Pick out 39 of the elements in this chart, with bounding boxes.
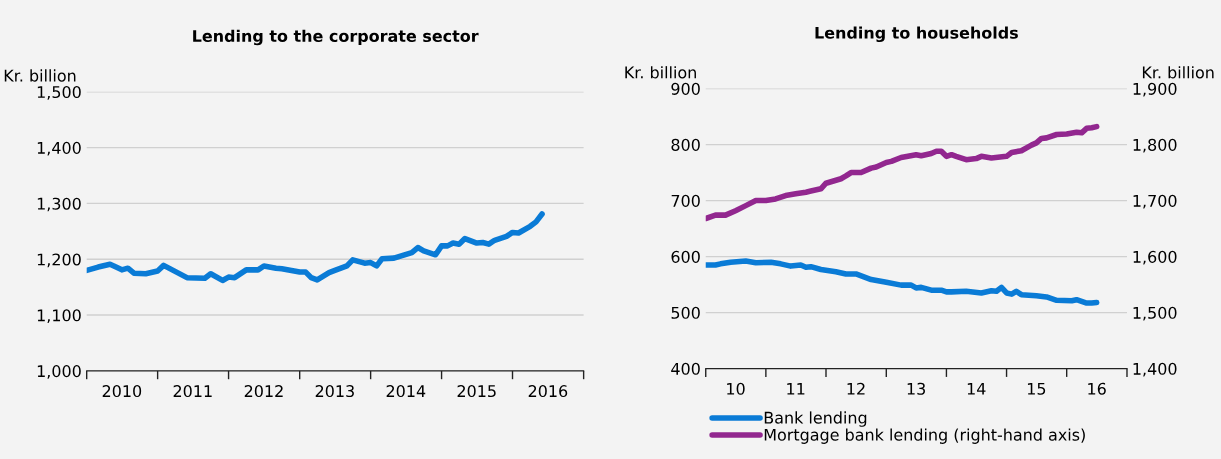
y2-axis-title: Kr. billion [1142, 66, 1214, 79]
x-tick-label: 2015 [457, 385, 496, 398]
x-tick-label: 11 [787, 382, 805, 395]
y-tick-label: 400 [671, 362, 700, 375]
x-tick-label: 16 [1088, 382, 1106, 395]
chart-title: Lending to households [815, 26, 1018, 43]
y-axis-title: Kr. billion [4, 69, 76, 82]
y2-tick-label: 1,500 [1133, 306, 1177, 321]
y-tick-label: 1,000 [37, 365, 81, 379]
y-tick-label: 600 [671, 250, 700, 263]
x-tick-label: 10 [727, 382, 745, 395]
y2-tick-label: 1,600 [1133, 250, 1177, 265]
x-tick-label: 2013 [315, 385, 354, 398]
y-tick-label: 700 [671, 194, 700, 207]
legend-label: Mortgage bank lending (right-hand axis) [764, 428, 1085, 444]
y-tick-label: 800 [671, 138, 700, 151]
y-tick-label: 500 [671, 306, 700, 319]
chart-title: Lending to the corporate sector [193, 29, 479, 46]
x-tick-label: 2012 [244, 385, 283, 398]
x-tick-label: 2010 [102, 385, 142, 398]
x-tick-label: 12 [847, 382, 865, 395]
y-tick-label: 900 [671, 82, 700, 95]
y-tick-label: 1,500 [37, 86, 81, 100]
y-axis-title: Kr. billion [625, 66, 696, 79]
x-tick-label: 14 [967, 382, 986, 395]
y-tick-label: 1,200 [37, 253, 81, 268]
y-tick-label: 1,100 [37, 309, 81, 323]
x-tick-label: 13 [907, 382, 925, 395]
x-tick-label: 2016 [528, 385, 568, 398]
y-tick-label: 1,400 [37, 141, 81, 156]
y2-tick-label: 1,400 [1133, 362, 1177, 377]
legend-label: Bank lending [764, 411, 867, 427]
y2-tick-label: 1,800 [1133, 138, 1177, 153]
y2-tick-label: 1,900 [1133, 82, 1177, 97]
x-tick-label: 2014 [386, 385, 426, 398]
x-tick-label: 2011 [173, 385, 212, 398]
y-tick-label: 1,300 [37, 197, 81, 212]
x-tick-label: 15 [1027, 382, 1046, 395]
y2-tick-label: 1,700 [1133, 194, 1177, 209]
